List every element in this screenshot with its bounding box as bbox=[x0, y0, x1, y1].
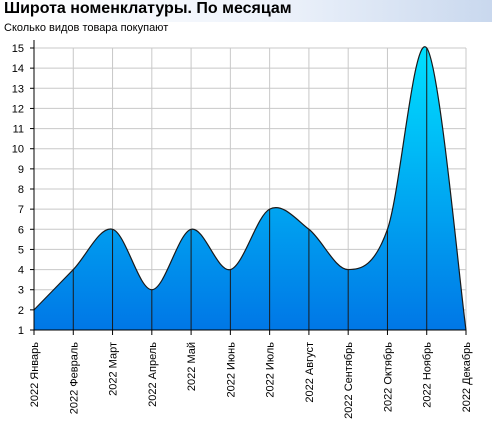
y-tick-label: 6 bbox=[18, 224, 24, 236]
x-tick-label: 2022 Декабрь bbox=[461, 342, 473, 413]
header-bar bbox=[0, 0, 492, 22]
y-tick-label: 10 bbox=[12, 144, 24, 156]
x-tick-label: 2022 Июнь bbox=[225, 342, 237, 398]
y-tick-label: 1 bbox=[18, 325, 24, 337]
y-tick-label: 13 bbox=[12, 83, 24, 95]
area-series bbox=[33, 46, 467, 331]
y-tick-label: 12 bbox=[12, 103, 24, 115]
y-tick-label: 9 bbox=[18, 164, 24, 176]
y-tick-label: 15 bbox=[12, 43, 24, 55]
x-tick-label: 2022 Январь bbox=[29, 342, 41, 408]
y-tick-label: 7 bbox=[18, 204, 24, 216]
chart-title: Широта номенклатуры. По месяцам bbox=[4, 0, 292, 17]
chart-subtitle: Сколько видов товара покупают bbox=[4, 22, 169, 34]
y-tick-label: 8 bbox=[18, 184, 24, 196]
x-tick-label: 2022 Февраль bbox=[68, 342, 80, 415]
x-tick-label: 2022 Октябрь bbox=[382, 342, 394, 412]
axes bbox=[30, 40, 467, 335]
x-tick-label: 2022 Август bbox=[304, 342, 316, 403]
area-fill bbox=[34, 46, 466, 330]
x-tick-label: 2022 Ноябрь bbox=[422, 342, 434, 408]
x-tick-label: 2022 Апрель bbox=[147, 342, 159, 407]
x-tick-label: 2022 Сентябрь bbox=[343, 342, 355, 419]
y-tick-label: 2 bbox=[18, 305, 24, 317]
y-tick-label: 11 bbox=[13, 124, 24, 136]
y-tick-label: 14 bbox=[12, 63, 24, 75]
y-tick-label: 5 bbox=[18, 244, 24, 256]
x-tick-label: 2022 Май bbox=[186, 342, 198, 391]
x-tick-label: 2022 Март bbox=[108, 342, 120, 396]
y-tick-label: 4 bbox=[18, 265, 24, 277]
y-tick-label: 3 bbox=[18, 285, 24, 297]
x-tick-label: 2022 Июль bbox=[265, 342, 277, 398]
